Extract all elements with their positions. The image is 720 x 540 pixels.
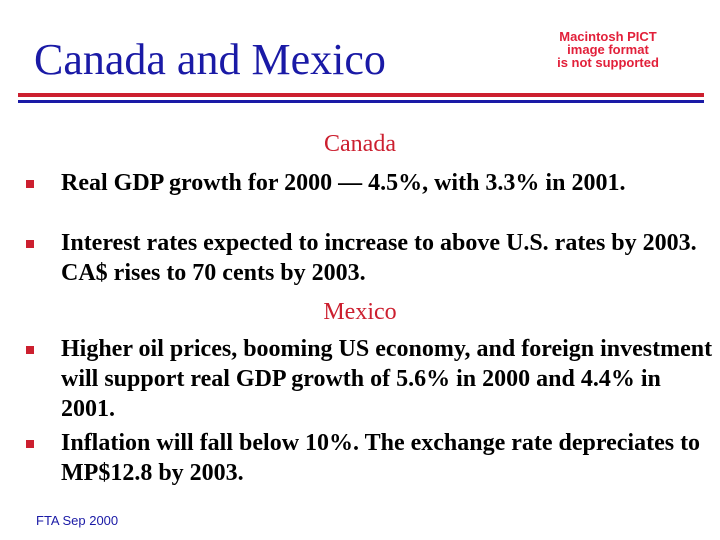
section-heading-canada: Canada [0,132,720,156]
placeholder-line: Macintosh PICT [559,29,657,44]
bullet-text: Higher oil prices, booming US economy, a… [61,336,713,422]
bullet-square-icon [26,240,34,248]
slide-title: Canada and Mexico [34,35,386,84]
bullet-text: Real GDP growth for 2000 — 4.5%, with 3.… [61,170,626,196]
unsupported-image-placeholder: Macintosh PICT image format is not suppo… [528,30,688,69]
bullet-text: Interest rates expected to increase to a… [61,230,697,286]
title-divider-blue [18,100,704,103]
section-heading-label: Mexico [323,299,397,325]
bullet-text: Inflation will fall below 10%. The excha… [61,430,701,486]
title-divider-red [18,93,704,97]
bullet-item: Inflation will fall below 10%. The excha… [26,428,716,488]
bullet-item: Higher oil prices, booming US economy, a… [26,334,716,424]
placeholder-line: image format [567,42,649,57]
bullet-square-icon [26,180,34,188]
bullet-square-icon [26,346,34,354]
placeholder-line: is not supported [557,55,659,70]
bullet-square-icon [26,440,34,448]
bullet-item: Real GDP growth for 2000 — 4.5%, with 3.… [26,168,716,198]
slide-footer: FTA Sep 2000 [36,513,119,528]
section-heading-label: Canada [324,131,396,157]
section-heading-mexico: Mexico [0,300,720,324]
bullet-item: Interest rates expected to increase to a… [26,228,716,288]
